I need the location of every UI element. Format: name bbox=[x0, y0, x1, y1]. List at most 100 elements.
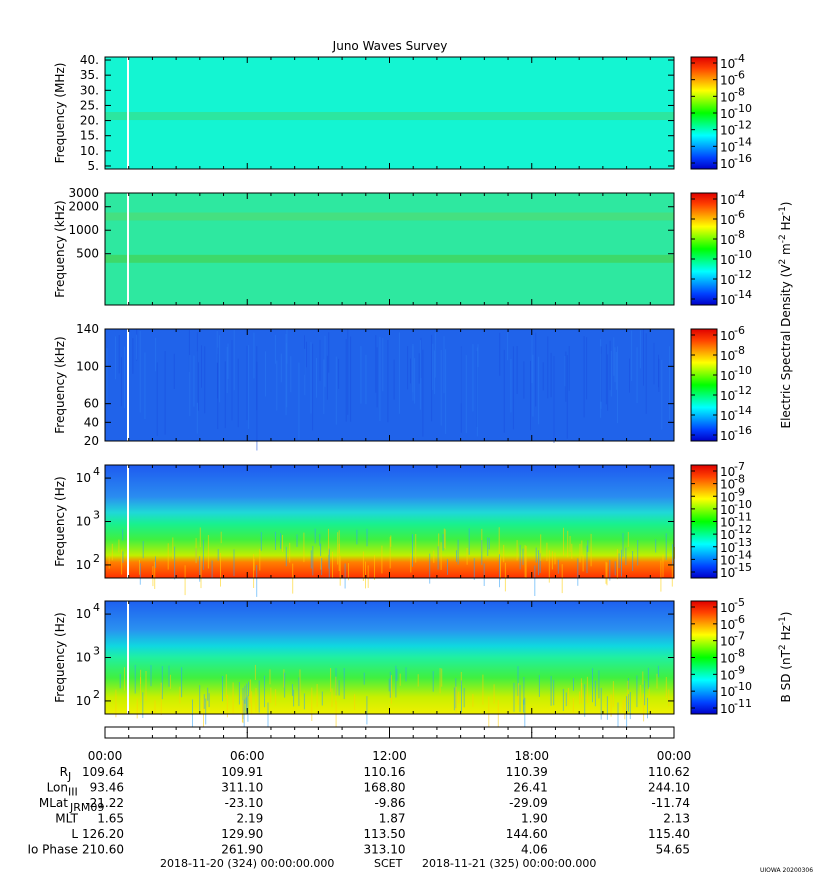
streak bbox=[321, 558, 323, 576]
streak bbox=[326, 355, 328, 400]
streak bbox=[338, 543, 340, 571]
streak bbox=[572, 698, 574, 713]
y-tick-label: 3000 bbox=[68, 186, 99, 200]
streak bbox=[525, 545, 527, 579]
streak bbox=[553, 679, 555, 706]
streak bbox=[227, 343, 229, 379]
streak bbox=[246, 683, 248, 712]
spectrogram-area bbox=[105, 601, 674, 714]
ephem-value: 54.65 bbox=[656, 843, 690, 857]
y-axis-label: Frequency (Hz) bbox=[53, 612, 67, 703]
colorbar-tick-exponent: -9 bbox=[734, 485, 745, 498]
ephem-value: 1.87 bbox=[379, 812, 406, 826]
streak bbox=[264, 675, 265, 708]
ephem-label: L bbox=[71, 827, 78, 841]
streak bbox=[645, 333, 647, 414]
streak bbox=[622, 700, 624, 712]
colorbar-tick-label: 10 bbox=[720, 253, 735, 267]
ephem-value: 113.50 bbox=[364, 827, 406, 841]
colorbar-tick-label: 10 bbox=[720, 685, 735, 699]
colorbar-tick-exponent: -12 bbox=[734, 119, 752, 132]
streak bbox=[550, 352, 552, 398]
streak bbox=[319, 339, 321, 381]
streak bbox=[393, 359, 395, 400]
colorbar-tick-label: 10 bbox=[720, 541, 735, 555]
streak bbox=[610, 694, 612, 717]
streak bbox=[625, 547, 627, 566]
streak bbox=[643, 693, 645, 722]
colorbar-tick-exponent: -14 bbox=[734, 548, 752, 561]
y-tick-label: 40 bbox=[84, 415, 99, 429]
streak bbox=[319, 534, 321, 546]
colorbar-tick-exponent: -5 bbox=[734, 596, 745, 609]
y-tick-label: 140 bbox=[76, 322, 99, 336]
streak bbox=[337, 532, 339, 565]
streak bbox=[672, 544, 673, 565]
streak bbox=[440, 350, 442, 426]
colorbar-tick-exponent: -7 bbox=[734, 630, 745, 643]
colorbar-label-magnetic-part: B SD (nT bbox=[779, 649, 793, 702]
streak bbox=[412, 534, 413, 567]
streak bbox=[669, 346, 671, 420]
streak bbox=[254, 664, 256, 680]
streak bbox=[499, 332, 501, 376]
streak bbox=[174, 546, 176, 580]
streak bbox=[580, 678, 582, 699]
streak bbox=[121, 549, 123, 575]
colorbar-tick-exponent: -6 bbox=[734, 208, 745, 221]
colorbar-tick-label: 10 bbox=[720, 652, 735, 666]
ephem-value: -21.22 bbox=[85, 796, 124, 810]
ephem-value: 4.06 bbox=[521, 843, 548, 857]
streak bbox=[565, 692, 567, 707]
streak bbox=[456, 550, 457, 562]
streak bbox=[606, 562, 608, 586]
colorbar-label-electric-part: Electric Spectral Density (V bbox=[779, 264, 793, 429]
streak bbox=[517, 683, 519, 705]
streak bbox=[219, 335, 221, 403]
streak bbox=[547, 336, 549, 399]
streak bbox=[466, 547, 468, 565]
streak bbox=[535, 547, 537, 563]
streak bbox=[516, 346, 518, 394]
streak bbox=[343, 668, 345, 700]
streak bbox=[189, 355, 191, 417]
streak bbox=[571, 543, 573, 559]
streak bbox=[220, 531, 222, 544]
streak bbox=[211, 560, 213, 579]
time-start: 2018-11-20 (324) 00:00:00.000 bbox=[160, 857, 334, 870]
streak bbox=[629, 358, 630, 393]
ephem-value: 168.80 bbox=[364, 781, 406, 795]
streak bbox=[550, 675, 552, 706]
colorbar-tick-label: 10 bbox=[720, 193, 735, 207]
streak bbox=[286, 329, 288, 364]
streak bbox=[292, 684, 293, 696]
streak bbox=[366, 528, 368, 547]
streak bbox=[395, 665, 397, 698]
streak bbox=[598, 670, 600, 699]
streak bbox=[476, 347, 478, 437]
colorbar-tick-label: 10 bbox=[720, 349, 735, 363]
streak bbox=[594, 680, 596, 707]
streak bbox=[154, 700, 156, 714]
streak bbox=[303, 532, 305, 563]
streak bbox=[145, 671, 147, 701]
y-tick-exponent: 3 bbox=[93, 509, 100, 522]
streak bbox=[618, 553, 620, 569]
streak bbox=[345, 339, 347, 422]
streak bbox=[169, 674, 171, 689]
streak bbox=[586, 337, 588, 400]
ephem-label: MLat bbox=[39, 796, 68, 810]
streak bbox=[217, 347, 219, 430]
ephem-label: MLT bbox=[55, 812, 78, 826]
time-tick-label: 00:00 bbox=[657, 749, 692, 763]
streak bbox=[567, 687, 569, 706]
streak bbox=[605, 561, 607, 584]
streak bbox=[662, 554, 664, 577]
streak bbox=[532, 354, 534, 417]
streak bbox=[455, 686, 457, 713]
streak bbox=[360, 346, 362, 404]
streak bbox=[519, 544, 521, 570]
streak bbox=[164, 351, 166, 435]
y-axis-label: Frequency (MHz) bbox=[53, 63, 67, 164]
streak bbox=[316, 684, 318, 707]
